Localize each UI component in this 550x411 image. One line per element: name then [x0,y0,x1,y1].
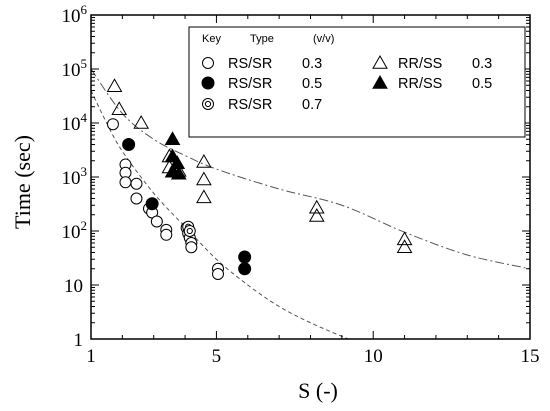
data-point-triangle-open [106,78,123,92]
data-point-circle-open [130,177,143,190]
data-point-circle-open [160,228,173,241]
legend: Key Type (v/v) RS/SR 0.3 RS/SR 0.5 RS/SR 0.7 RR/S… [188,26,526,138]
y-tick-label: 105 [62,56,88,81]
legend-ratio: 0.3 [302,56,322,72]
data-point-triangle-filled [170,165,187,180]
legend-ratio: 0.3 [472,56,492,72]
data-point-triangle-open [133,114,150,129]
data-point-triangle-open [396,239,413,254]
legend-type: RR/SS [398,56,442,72]
x-tick-label: 1 [86,346,96,367]
legend-header: Type [250,33,274,45]
y-tick-label: 1 [74,330,84,351]
trend-lines [91,68,530,339]
legend-header: (v/v) [313,33,334,45]
legend-ratio: 0.7 [302,97,322,113]
legend-type: RS/SR [228,56,272,72]
data-point-triangle-open [308,207,325,222]
x-axis-title: S (-) [298,378,338,403]
data-point-circle-filled [238,250,252,264]
data-point-triangle-open [196,153,212,168]
data-point-circle-filled [238,262,252,276]
data-point-circle-open [106,118,119,131]
data-point-triangle-open [111,101,128,115]
data-point-circle-double [183,225,196,237]
legend-marker [202,98,214,110]
legend-marker [202,57,214,69]
data-point-triangle-open [396,231,413,246]
legend-marker [201,76,215,90]
legend-ratio: 0.5 [302,76,322,92]
y-tick-label: 103 [62,164,88,189]
y-axis-title: Time (sec) [10,135,35,229]
legend-box [188,26,526,138]
data-point-circle-open [119,176,132,189]
legend-type: RS/SR [228,76,272,92]
legend-ratio: 0.5 [472,76,492,92]
data-point-circle-open [185,241,198,254]
y-tick-label: 102 [62,218,88,243]
y-tick-label: 106 [62,2,88,27]
x-tick-label: 5 [212,346,222,367]
legend-type: RR/SS [398,76,442,92]
x-tick-label: 15 [521,346,540,367]
data-point-triangle-open [196,171,212,186]
x-tick-label: 10 [364,346,383,367]
data-point-triangle-filled [164,131,181,146]
data-points [106,78,413,280]
y-tick-label: 10 [64,276,83,297]
data-point-circle-filled [122,137,136,151]
data-point-circle-open [150,215,163,228]
data-point-circle-open [130,192,143,205]
legend-marker [372,74,388,89]
data-point-circle-open [211,267,224,280]
data-point-circle-filled [145,197,159,211]
legend-header: Key [202,33,221,45]
trend-line-dash-dot [91,68,530,270]
y-tick-label: 104 [62,110,88,135]
trend-line-dashed [91,90,349,339]
data-point-triangle-open [308,199,325,214]
data-point-triangle-open [196,189,212,204]
legend-marker [372,54,388,69]
legend-type: RS/SR [228,97,272,113]
